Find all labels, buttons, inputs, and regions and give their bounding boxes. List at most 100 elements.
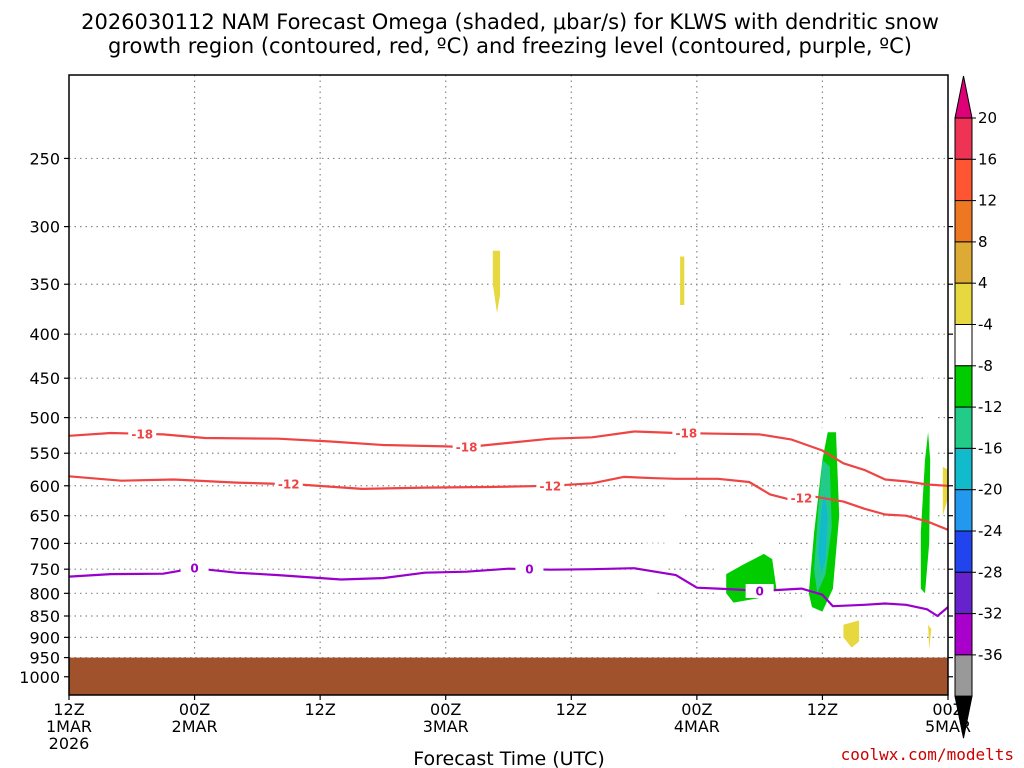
colorbar-bin [954, 200, 973, 243]
y-tick-label: 700 [29, 534, 60, 553]
y-tick-label: 800 [29, 584, 60, 603]
contour-label: -12 [278, 478, 300, 492]
omega-region [680, 256, 685, 305]
contour-label: -12 [791, 492, 813, 506]
colorbar-bin [954, 489, 973, 532]
colorbar-bin [954, 571, 973, 615]
contour-label: 0 [755, 584, 763, 598]
colorbar-bin [954, 117, 973, 160]
x-tick-label: 2026 [49, 734, 90, 753]
contour-line-0 [69, 567, 948, 618]
x-tick-label: 12Z [807, 700, 838, 719]
credit-text[interactable]: coolwx.com/modelts [841, 745, 1014, 764]
colorbar-bin [954, 365, 973, 408]
colorbar-label: -12 [978, 398, 1003, 416]
chart-title-line-1: 2026030112 NAM Forecast Omega (shaded, μ… [81, 10, 939, 34]
chart-title-line-2: growth region (contoured, red, ºC) and f… [108, 34, 912, 58]
omega-region [818, 491, 828, 575]
colorbar-label: 8 [978, 233, 988, 251]
colorbar-label: -28 [978, 563, 1003, 581]
x-tick-label: 00Z [430, 700, 461, 719]
y-tick-label: 600 [29, 477, 60, 496]
colorbar-bin [954, 530, 973, 573]
y-tick-label: 400 [29, 325, 60, 344]
contour-label-bg [672, 426, 701, 441]
colorbar-label: -8 [978, 357, 993, 375]
omega-region [492, 250, 501, 313]
colorbar-bin [954, 613, 973, 656]
y-tick-label: 750 [29, 560, 60, 579]
x-tick-label: 12Z [53, 700, 84, 719]
y-tick-label: 900 [29, 628, 60, 647]
x-tick-label: 2MAR [172, 717, 218, 736]
omega-region [920, 432, 931, 594]
omega-shading [492, 250, 948, 650]
contour-line--18 [69, 430, 948, 487]
contour-label-bg [452, 440, 481, 455]
contour-label-bg [515, 562, 544, 577]
x-tick-label: 3MAR [423, 717, 469, 736]
colorbar-label: 12 [978, 192, 997, 210]
y-tick-label: 500 [29, 409, 60, 428]
colorbar-label: -20 [978, 481, 1003, 499]
contour-label-bg [787, 491, 816, 506]
colorbar-bin [954, 406, 973, 449]
ground-surface [69, 657, 948, 695]
y-tick-label: 450 [29, 369, 60, 388]
y-tick-label: 950 [29, 649, 60, 668]
colorbar-bin [954, 241, 973, 284]
contour-label: -18 [131, 427, 153, 441]
contour-label: -18 [456, 441, 478, 455]
colorbar-bin [954, 158, 973, 202]
y-tick-label: 850 [29, 607, 60, 626]
colorbar-bin [954, 447, 973, 491]
contour-label-bg [745, 583, 774, 598]
contour-label-bg [274, 477, 303, 492]
colorbar-label: -24 [978, 522, 1003, 540]
colorbar: 20 16 12 8 4 -4 -8 -12 -16 -20 -24 -28 -32 -36 [954, 75, 1003, 739]
contour-label: 0 [190, 562, 198, 576]
colorbar-label: -36 [978, 646, 1003, 664]
colorbar-bin [954, 282, 973, 326]
omega-region [843, 620, 860, 648]
contour-label-bg [180, 561, 209, 576]
colorbar-top-arrow [954, 75, 973, 119]
x-tick-label: 12Z [556, 700, 587, 719]
colorbar-bottom-arrow [954, 695, 973, 739]
colorbar-label: -4 [978, 316, 993, 334]
colorbar-label: 4 [978, 274, 988, 292]
y-axis: 250 300 350 400 450 500 550 600 650 700 750 800 850 9… [19, 149, 953, 687]
x-tick-label: 1MAR [46, 717, 92, 736]
omega-region [942, 466, 948, 516]
colorbar-label: -32 [978, 605, 1003, 623]
omega-region [644, 402, 694, 608]
y-tick-label: 350 [29, 275, 60, 294]
omega-region [928, 624, 932, 650]
colorbar-label: 20 [978, 109, 997, 127]
plot-frame [68, 74, 949, 696]
colorbar-bin [954, 324, 973, 367]
x-tick-label: 4MAR [674, 717, 720, 736]
x-tick-label: 00Z [681, 700, 712, 719]
colorbar-bin [954, 654, 973, 697]
y-tick-label: 250 [29, 149, 60, 168]
x-tick-label: 00Z [179, 700, 210, 719]
x-tick-label: 12Z [304, 700, 335, 719]
contour-label: 0 [525, 563, 533, 577]
y-tick-label: 650 [29, 507, 60, 526]
colorbar-label: -16 [978, 439, 1003, 457]
x-tick-label: 00Z [932, 700, 963, 719]
y-tick-label: 300 [29, 218, 60, 237]
contour-label: -12 [540, 479, 562, 493]
contour-label-bg [536, 478, 565, 493]
contour-lines: -18 -18 -18 -12 -12 -12 0 0 0 [69, 426, 948, 618]
x-tick-label: 5MAR [925, 717, 971, 736]
y-tick-label: 550 [29, 444, 60, 463]
contour-label-bg [128, 426, 157, 441]
y-tick-label: 1000 [19, 668, 60, 687]
x-axis-label: Forecast Time (UTC) [413, 748, 604, 768]
omega-region [878, 352, 884, 395]
contour-label: -18 [676, 427, 698, 441]
